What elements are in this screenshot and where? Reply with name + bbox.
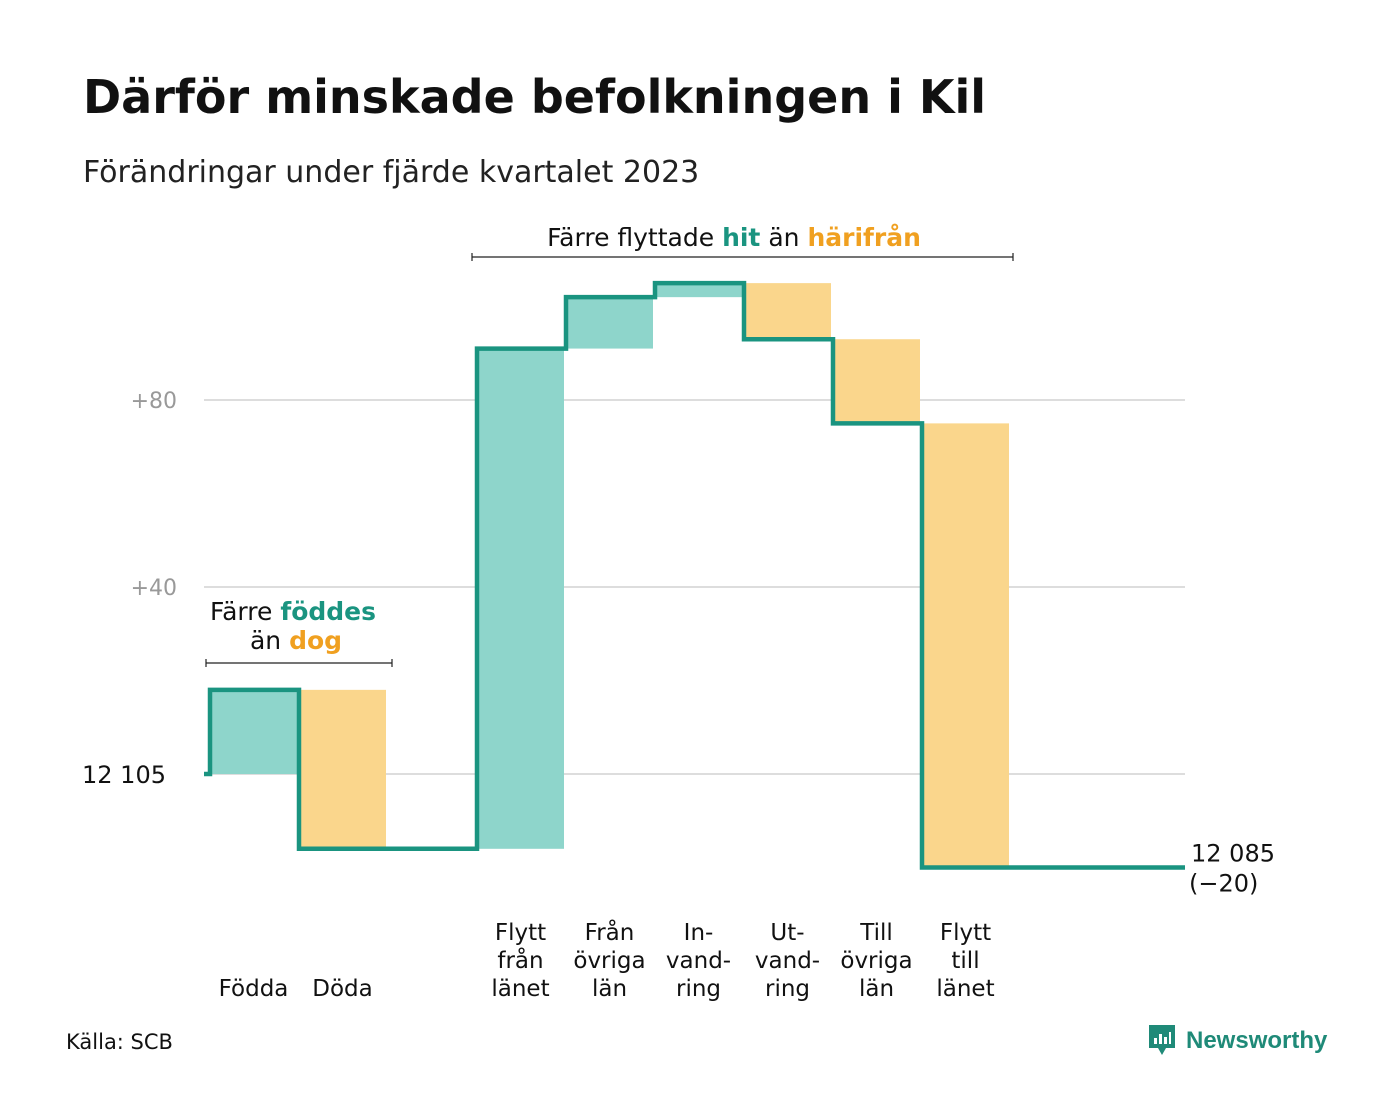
bar-7 [922, 423, 1009, 868]
bar-0 [210, 689, 297, 774]
category-label-6-1: övriga [840, 948, 912, 974]
category-label-4-1: vand- [666, 948, 731, 974]
category-label-2-2: länet [491, 976, 549, 1002]
category-label-2-0: Flytt [495, 920, 546, 946]
bar-3 [566, 297, 653, 349]
bar-2 [477, 348, 564, 849]
category-label-7-1: till [951, 948, 979, 974]
annotation-migration: Färre flyttade hit än härifrån [547, 223, 921, 252]
bar-1 [299, 689, 386, 849]
annotation-natural-line2: än dog [250, 626, 342, 655]
change-label: (−20) [1189, 870, 1258, 898]
category-label-3-0: Från [585, 918, 635, 946]
category-label-6-0: Till [859, 920, 893, 946]
category-label-6-2: län [859, 976, 894, 1002]
category-label-2-1: från [497, 946, 543, 974]
brand-logo: Newsworthy [1146, 1022, 1327, 1060]
newsworthy-logo-icon [1149, 1025, 1175, 1055]
category-label-5-1: vand- [755, 948, 820, 974]
source-note: Källa: SCB [66, 1030, 173, 1054]
category-label-0-0: Födda [219, 976, 289, 1002]
bar-5 [744, 283, 831, 340]
category-label-5-0: Ut- [770, 920, 804, 946]
category-label-1-0: Döda [312, 976, 372, 1002]
y-tick-label-0: +40 [131, 576, 177, 601]
end-value-label: 12 085 [1191, 840, 1275, 868]
category-label-7-2: länet [936, 976, 994, 1002]
cumulative-step-line [204, 280, 1185, 870]
category-label-3-2: län [592, 976, 627, 1002]
category-label-7-0: Flytt [940, 920, 991, 946]
annotation-natural-line1: Färre föddes [210, 597, 376, 626]
bar-4 [655, 283, 742, 298]
category-label-3-1: övriga [573, 948, 645, 974]
y-tick-label-1: +80 [131, 389, 177, 414]
category-label-4-2: ring [676, 976, 721, 1002]
start-value-label: 12 105 [82, 761, 166, 789]
bar-6 [833, 339, 920, 424]
category-label-4-0: In- [684, 920, 714, 946]
category-label-5-2: ring [765, 976, 810, 1002]
brand-name: Newsworthy [1186, 1027, 1328, 1054]
chart-title: Därför minskade befolkningen i Kil [83, 70, 987, 124]
chart-subtitle: Förändringar under fjärde kvartalet 2023 [83, 155, 700, 190]
